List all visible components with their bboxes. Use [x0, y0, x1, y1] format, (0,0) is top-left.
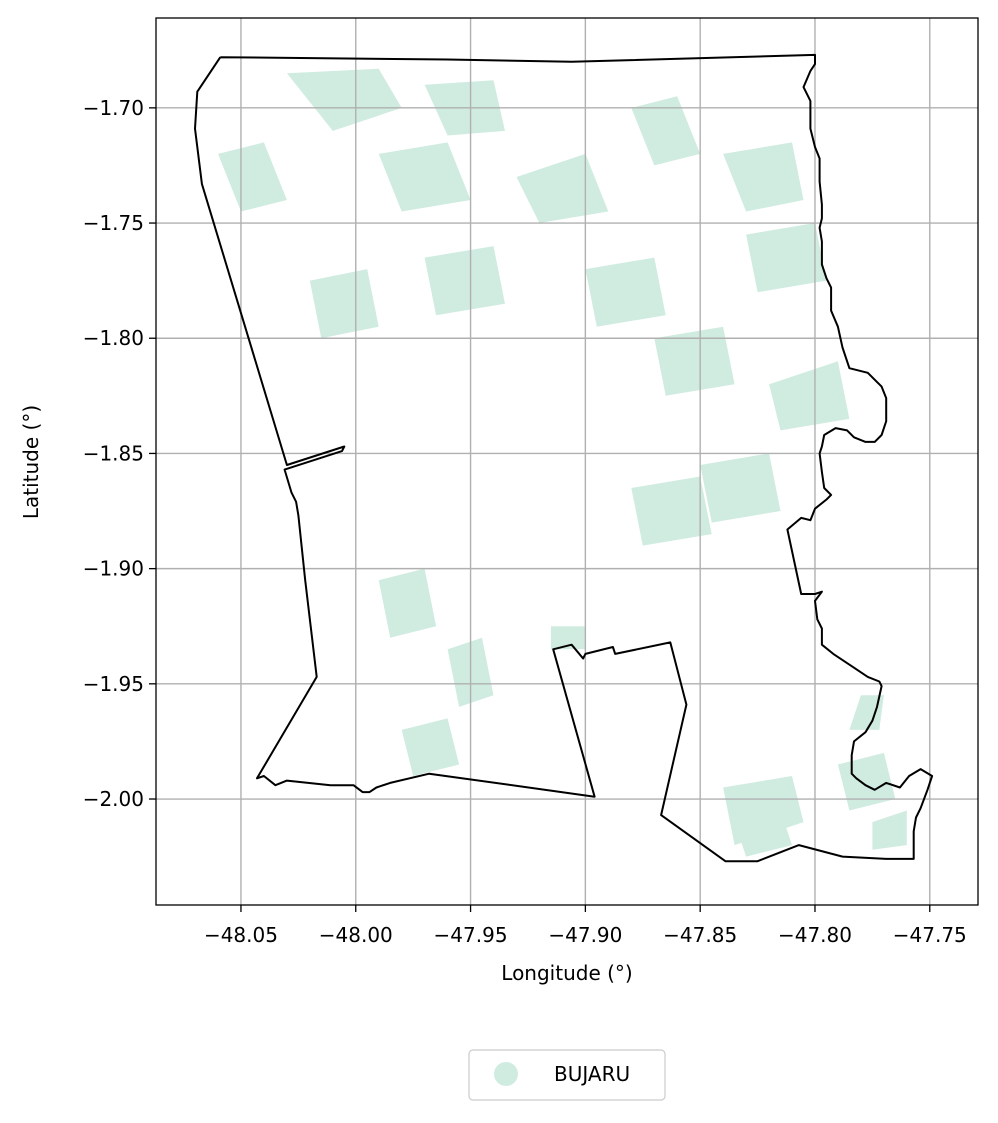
zone-patch — [631, 96, 701, 166]
legend-frame — [468, 1049, 666, 1101]
x-axis-label: Longitude (°) — [501, 961, 632, 985]
zone-patch — [769, 361, 850, 431]
zone-patch — [378, 142, 471, 212]
zone-patch — [734, 810, 792, 857]
zone-patch — [631, 476, 712, 546]
legend: BUJARU — [468, 1049, 666, 1101]
zone-patch — [424, 246, 505, 316]
zone-patch — [849, 695, 884, 730]
y-axis-ticks: −1.70 −1.75 −1.80 −1.85 −1.90 −1.95 −2.00 — [83, 96, 156, 811]
x-tick-label: −48.05 — [204, 923, 278, 947]
y-tick-label: −1.75 — [83, 211, 144, 235]
zone-patch — [550, 626, 586, 650]
legend-marker-bujaru — [494, 1062, 518, 1086]
x-tick-label: −47.75 — [893, 923, 967, 947]
x-axis-ticks: −48.05 −48.00 −47.95 −47.90 −47.85 −47.80 −47.… — [204, 905, 967, 947]
zone-patch — [309, 269, 379, 339]
y-tick-label: −1.90 — [83, 557, 144, 581]
plot-frame — [155, 17, 979, 906]
x-tick-label: −47.80 — [778, 923, 852, 947]
y-axis-label: Latitude (°) — [19, 405, 43, 519]
municipality-boundary-layer — [194, 53, 934, 863]
x-tick-label: −47.85 — [663, 923, 737, 947]
zone-patch — [746, 223, 827, 293]
zone-patch — [585, 257, 666, 327]
y-tick-label: −1.85 — [83, 441, 144, 465]
zone-patch — [218, 142, 287, 212]
y-tick-label: −1.80 — [83, 326, 144, 350]
zone-patch — [872, 810, 907, 850]
zone-patch — [286, 68, 402, 131]
zone-patch — [723, 142, 804, 212]
zone-patch — [700, 453, 781, 523]
x-tick-label: −48.00 — [319, 923, 393, 947]
y-tick-label: −1.70 — [83, 96, 144, 120]
y-tick-label: −1.95 — [83, 672, 144, 696]
zone-patch — [654, 326, 735, 396]
zone-patch — [378, 568, 437, 638]
x-tick-label: −47.90 — [548, 923, 622, 947]
boundary-outline — [194, 53, 934, 863]
x-tick-label: −47.95 — [434, 923, 508, 947]
zone-patch — [401, 718, 460, 776]
vegetation-zone-layer — [218, 68, 907, 857]
legend-label-bujaru: BUJARU — [554, 1062, 630, 1086]
y-tick-label: −2.00 — [83, 787, 144, 811]
